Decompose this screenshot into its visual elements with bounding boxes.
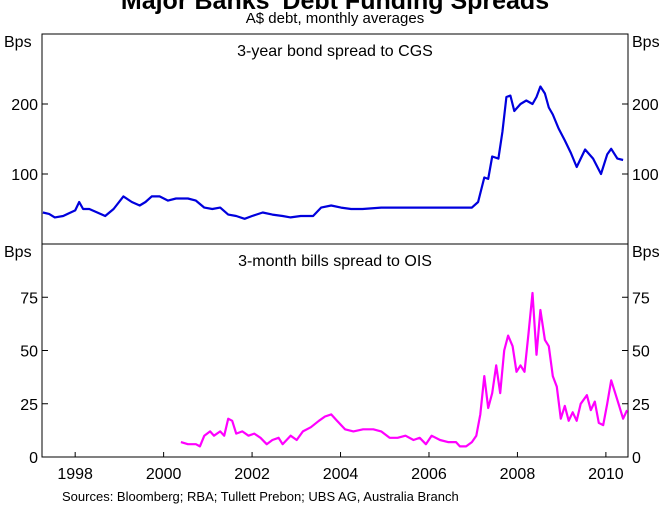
x-tick-label: 1998 xyxy=(57,466,93,483)
y2-axis-label: Bps xyxy=(632,244,660,261)
panel-frame xyxy=(41,33,629,245)
y-axis-label: Bps xyxy=(4,244,32,261)
y-tick-label-right: 100 xyxy=(632,167,659,184)
source-note: Sources: Bloomberg; RBA; Tullett Prebon;… xyxy=(62,489,459,504)
y-tick-label: 50 xyxy=(20,344,38,361)
x-tick-label: 2004 xyxy=(323,466,359,483)
chart-title: Major Banks' Debt Funding Spreads xyxy=(121,0,549,15)
y-tick-label: 75 xyxy=(20,290,38,307)
y-tick-label-right: 25 xyxy=(632,397,650,414)
series-line xyxy=(42,85,624,220)
x-tick-label: 2006 xyxy=(411,466,447,483)
chart-subtitle: A$ debt, monthly averages xyxy=(246,10,424,27)
panel-frame xyxy=(41,243,629,458)
x-tick-label: 2002 xyxy=(234,466,270,483)
x-tick-label: 2008 xyxy=(500,466,536,483)
y-axis-label: Bps xyxy=(4,34,32,51)
y-tick-label-right: 50 xyxy=(632,344,650,361)
y-tick-label-right: 75 xyxy=(632,290,650,307)
panel-title: 3-year bond spread to CGS xyxy=(237,43,433,60)
y2-axis-label: Bps xyxy=(632,34,660,51)
series-line xyxy=(180,291,629,448)
y-tick-label: 100 xyxy=(11,167,38,184)
x-tick-label: 2010 xyxy=(588,466,624,483)
y-tick-label: 200 xyxy=(11,97,38,114)
y-tick-label-right: 0 xyxy=(632,450,641,467)
y-tick-label: 0 xyxy=(29,450,38,467)
y-tick-label-right: 200 xyxy=(632,97,659,114)
panel-title: 3-month bills spread to OIS xyxy=(238,253,432,270)
x-tick-label: 2000 xyxy=(146,466,182,483)
y-tick-label: 25 xyxy=(20,397,38,414)
